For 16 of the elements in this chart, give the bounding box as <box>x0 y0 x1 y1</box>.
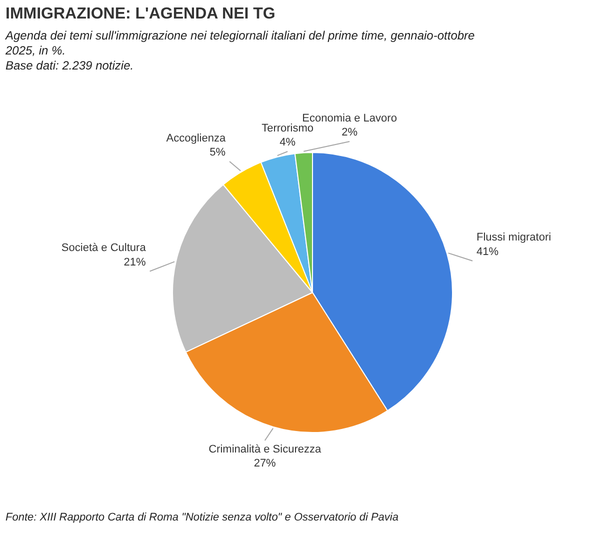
data-label: 5% <box>210 146 226 159</box>
data-label: 2% <box>342 126 358 139</box>
slice-label: Flussi migratori <box>476 232 552 244</box>
data-label: 27% <box>254 458 276 470</box>
slice-label: Economia e Lavoro <box>302 112 397 124</box>
slice-label: Società e Cultura <box>61 242 147 254</box>
text: Base dati: 2.239 notizie. <box>6 58 134 72</box>
chart-subtitle: Agenda dei temi sull'immigrazione nei telegiornali italiani del prime time, gennaio-ottobre 2025, in %. <box>4 28 476 58</box>
data-label: 21% <box>124 256 146 268</box>
chart-title: IMMIGRAZIONE: L'AGENDA NEI TG <box>6 6 276 22</box>
slice-label: Criminalità e Sicurezza <box>208 443 322 456</box>
data-label: 4% <box>280 136 296 149</box>
source-note: Fonte: XIII Rapporto Carta di Roma "Notizie senza volto" e Osservatorio di Pavia <box>6 512 398 524</box>
data-label: 41% <box>476 246 499 258</box>
slice-label: Terrorismo <box>262 122 314 134</box>
slice-label: Accoglienza <box>166 132 226 144</box>
